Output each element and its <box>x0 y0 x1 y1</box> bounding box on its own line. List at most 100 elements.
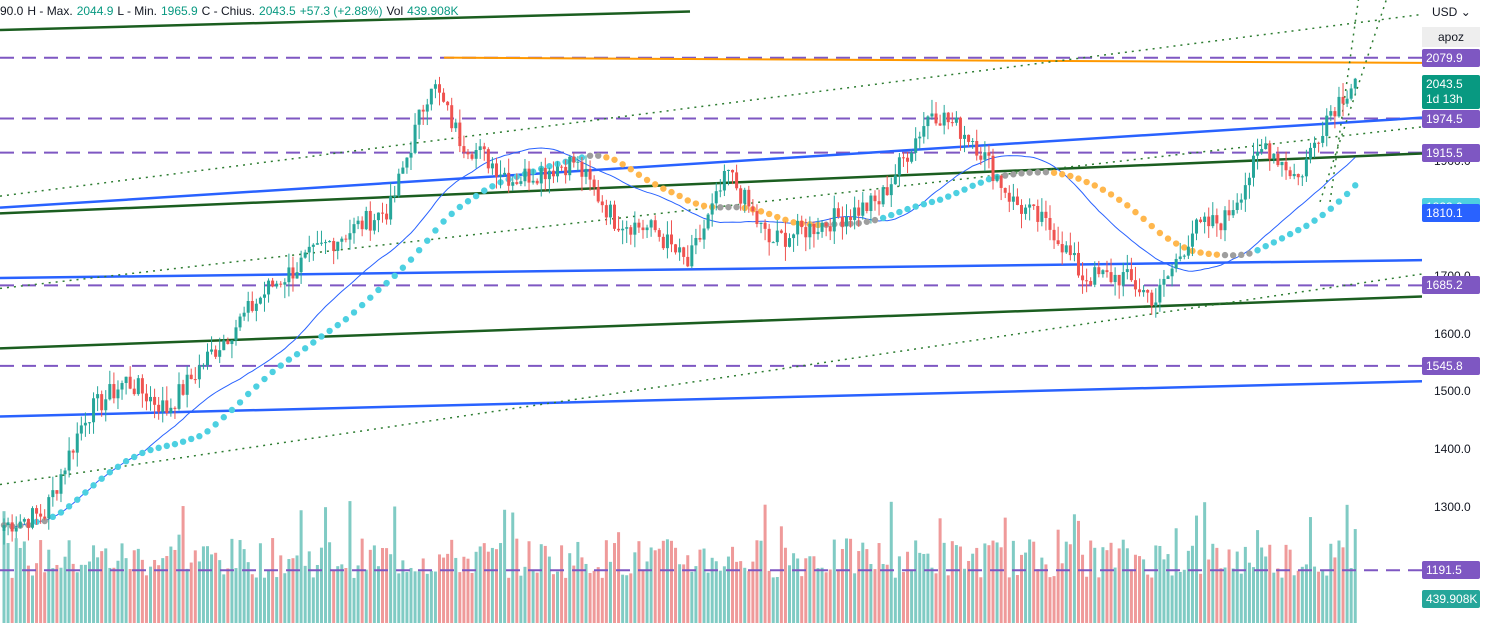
volume-bar <box>35 563 39 623</box>
candle-body <box>486 149 490 169</box>
candle-body <box>466 152 470 155</box>
ma-dot <box>1148 222 1155 230</box>
volume-bar <box>385 548 389 623</box>
candle-body <box>1138 289 1142 293</box>
candle-body <box>739 188 743 204</box>
ma-dot <box>611 156 618 163</box>
ma-dot <box>945 193 952 200</box>
candle-body <box>1056 240 1060 245</box>
volume-bar <box>275 577 279 623</box>
candle-body <box>897 157 901 176</box>
ma-dot <box>1132 208 1139 216</box>
candle-body <box>836 208 840 217</box>
candle-body <box>686 256 690 267</box>
candle-body <box>214 349 218 357</box>
ma-dot <box>1067 172 1074 180</box>
currency-selector[interactable]: USD ⌄ <box>1432 5 1471 19</box>
volume-bar <box>1182 569 1186 623</box>
ma-dot <box>1343 190 1351 198</box>
ma-dot <box>106 469 114 476</box>
candle-body <box>861 202 865 216</box>
candle-body <box>328 241 332 243</box>
candle-body <box>405 157 409 168</box>
trend-line <box>0 295 1422 350</box>
volume-bar <box>328 542 332 623</box>
candle-body <box>755 211 759 225</box>
volume-bar <box>18 547 22 623</box>
ma-dot <box>236 399 244 406</box>
volume-bar <box>511 512 515 623</box>
volume-bar <box>726 556 730 623</box>
volume-bar <box>279 555 283 623</box>
volume-bar <box>613 543 616 623</box>
candle-body <box>596 187 600 202</box>
volume-bar <box>710 557 714 623</box>
volume-bar <box>433 571 437 623</box>
scale-button[interactable]: apoz <box>1422 27 1480 47</box>
ma-dot <box>676 192 683 200</box>
candle-body <box>584 168 588 177</box>
ma-dot <box>122 458 130 465</box>
volume-bar <box>633 552 637 623</box>
candle-body <box>230 340 234 345</box>
volume-bar <box>731 546 735 623</box>
candle-body <box>1044 211 1048 218</box>
candle-body <box>1227 210 1231 216</box>
volume-bar <box>983 543 987 623</box>
ma-dot <box>432 227 439 234</box>
volume-bar <box>1300 566 1304 623</box>
candle-body <box>39 513 43 517</box>
volume-bar <box>686 555 690 623</box>
volume-bar <box>592 570 596 623</box>
volume-bar <box>608 561 612 623</box>
candle-body <box>706 214 710 229</box>
candle-body <box>108 384 112 400</box>
ma-dot <box>334 321 341 329</box>
candle-body <box>157 404 161 412</box>
price-axis[interactable]: USD ⌄ apoz 1900.01700.01600.01500.01400.… <box>1422 0 1500 623</box>
ma-dot <box>1229 252 1237 259</box>
candle-body <box>470 154 474 159</box>
candle-body <box>967 134 971 142</box>
candle-body <box>547 170 551 180</box>
axis-tick-label: 1400.0 <box>1434 441 1471 456</box>
ma-dot <box>1311 217 1318 224</box>
candle-body <box>287 267 291 283</box>
ma-dot <box>1181 244 1188 251</box>
candle-body <box>360 220 364 230</box>
candle-body <box>812 223 816 235</box>
candle-body <box>356 220 360 225</box>
candle-body <box>539 167 543 184</box>
volume-bar <box>450 539 454 623</box>
candle-body <box>18 521 22 528</box>
candle-body <box>608 204 612 218</box>
volume-bar <box>971 553 975 623</box>
candle-body <box>120 383 124 390</box>
candle-body <box>1308 147 1312 159</box>
volume-bar <box>1256 530 1260 623</box>
ma-dot <box>619 161 626 168</box>
volume-bar <box>1227 549 1231 623</box>
ma-dot <box>1002 172 1009 179</box>
ma-dot <box>1010 171 1017 178</box>
volume-bar <box>788 565 792 623</box>
volume-bar <box>914 540 918 623</box>
candle-body <box>804 227 808 238</box>
level-price-badge: 1685.2 <box>1422 276 1480 295</box>
candle-body <box>592 179 596 188</box>
volume-bar <box>140 559 144 623</box>
volume-bar <box>6 543 10 623</box>
volume-bar <box>828 569 832 623</box>
volume-bar <box>543 545 547 623</box>
candle-body <box>1036 205 1040 222</box>
ma-dot <box>269 368 276 376</box>
candle-body <box>1162 278 1166 285</box>
volume-bar <box>22 541 26 623</box>
ma-dot <box>1327 205 1335 212</box>
volume-bar <box>1129 569 1133 623</box>
price-chart[interactable] <box>0 0 1422 623</box>
volume-bar <box>1007 577 1011 623</box>
ma-dot <box>391 272 398 280</box>
candle-body <box>731 169 735 173</box>
ma-dot <box>1034 169 1041 176</box>
